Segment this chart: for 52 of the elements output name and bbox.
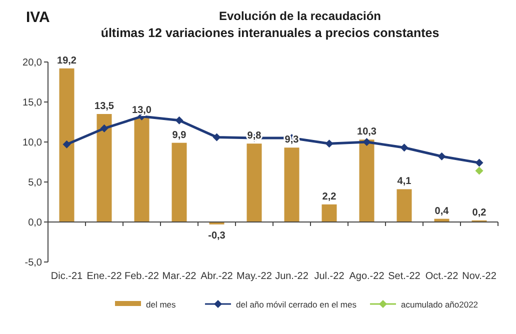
bar [246, 144, 262, 222]
data-label: 0,2 [472, 207, 487, 218]
y-tick-label: 5,0 [28, 178, 42, 188]
point [175, 116, 184, 124]
point [100, 124, 108, 132]
bar [134, 118, 150, 222]
chart-title: IVA [26, 9, 50, 26]
bar [322, 204, 337, 222]
point [362, 138, 371, 146]
x-tick-label: Ene.-22 [86, 271, 122, 282]
y-tick-label: 0,0 [28, 218, 42, 228]
data-label: 13,0 [132, 105, 152, 116]
data-label: 4,1 [397, 176, 412, 188]
y-tick-label: 10,0 [22, 138, 42, 148]
data-label: 13,5 [94, 101, 114, 112]
point [475, 158, 484, 167]
bar [59, 68, 74, 222]
point [475, 166, 484, 175]
bar [359, 140, 374, 222]
x-tick-label: May.-22 [236, 271, 272, 282]
y-tick-label: 15,0 [22, 98, 42, 108]
data-label: -0,3 [208, 230, 226, 242]
data-label: 10,3 [357, 126, 377, 138]
point [438, 152, 446, 160]
data-label: 0,4 [434, 206, 450, 217]
point [62, 140, 71, 148]
bar [96, 114, 112, 222]
legend-label: del año móvil cerrado en el mes [236, 300, 356, 310]
bar [284, 148, 300, 222]
x-tick-label: Feb.-22 [124, 271, 160, 282]
x-tick-label: Mar.-22 [162, 271, 197, 282]
x-tick-label: Ago.-22 [349, 271, 385, 282]
bar [172, 142, 187, 222]
data-label: 2,2 [322, 191, 337, 202]
legend-label: del mes [146, 300, 176, 310]
y-tick-label: 20,0 [22, 58, 42, 68]
chart-subtitle: Evolución de la recaudación últimas 12 variaciones interanuales a precios constantes [100, 9, 440, 40]
x-tick-label: Nov.-22 [462, 271, 497, 282]
data-label: 19,2 [57, 55, 77, 66]
point [325, 140, 334, 148]
y-tick-label: -5,0 [24, 258, 42, 268]
data-label: 9,9 [172, 130, 187, 141]
x-tick-label: Dic.-21 [50, 271, 84, 282]
point [212, 133, 221, 142]
x-tick-label: Set.-22 [388, 271, 421, 282]
x-tick-label: Oct.-22 [425, 271, 459, 282]
x-tick-label: Abr.-22 [200, 271, 234, 282]
x-tick-label: Jul.-22 [314, 271, 345, 282]
legend-label: acumulado año2022 [401, 300, 478, 310]
x-tick-label: Jun.-22 [275, 271, 309, 282]
point [400, 144, 408, 152]
bar [396, 189, 412, 222]
